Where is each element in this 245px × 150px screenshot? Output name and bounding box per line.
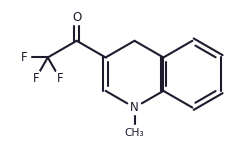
- Text: O: O: [72, 11, 81, 24]
- Text: N: N: [130, 101, 139, 114]
- Text: F: F: [20, 51, 27, 64]
- Text: CH₃: CH₃: [125, 128, 144, 138]
- Text: F: F: [32, 72, 39, 85]
- Text: F: F: [56, 72, 63, 85]
